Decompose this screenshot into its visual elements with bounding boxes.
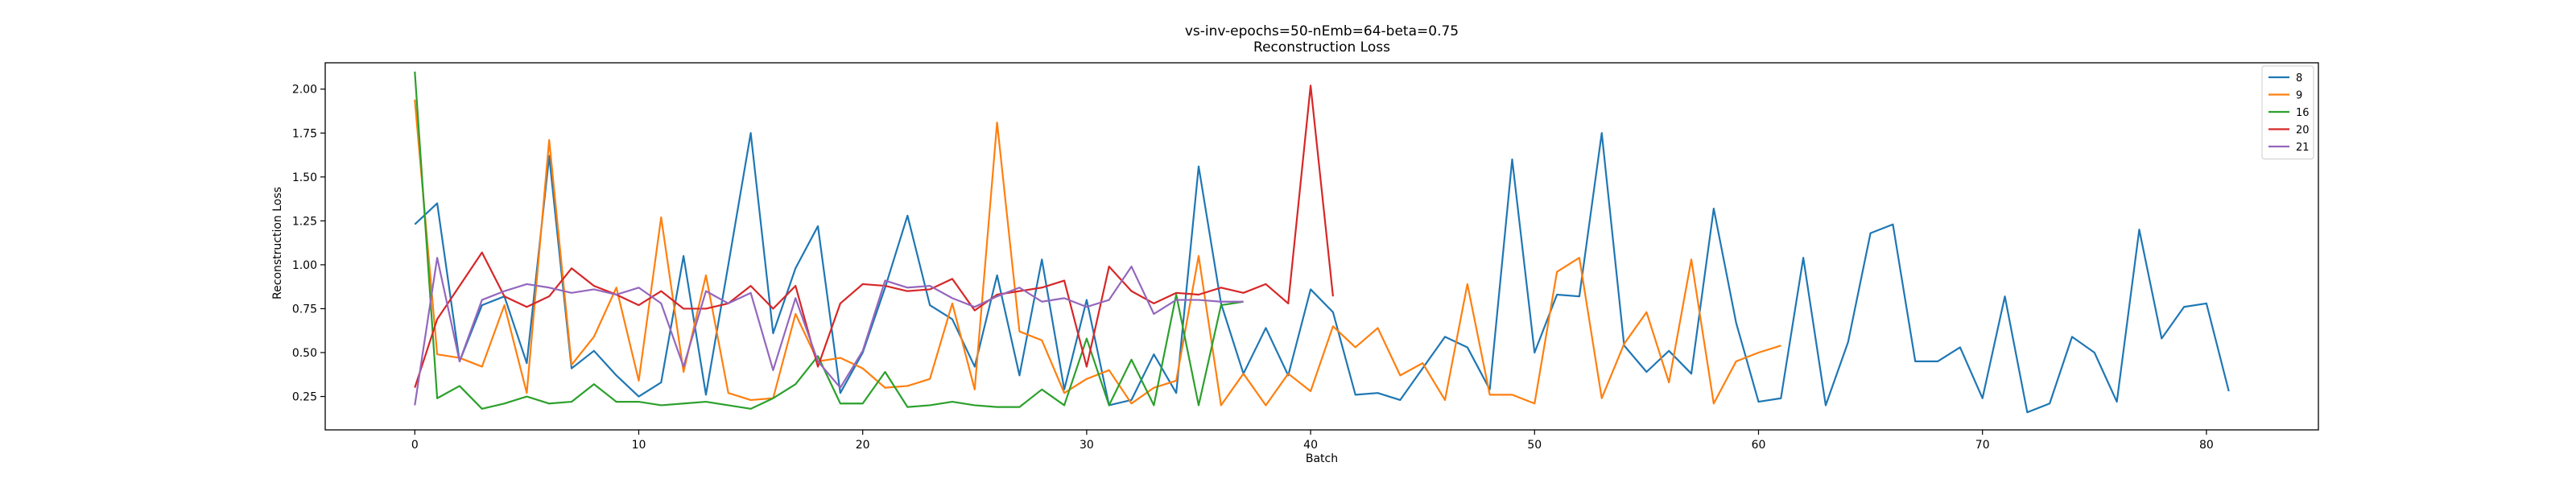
y-tick-label: 1.25 [292,215,317,228]
x-tick-label: 60 [1752,439,1766,452]
series-line-9 [414,99,1781,407]
y-tick-label: 1.00 [292,259,317,272]
x-tick-label: 80 [2199,439,2214,452]
legend-label: 21 [2296,142,2310,154]
x-tick-label: 0 [411,439,419,452]
y-tick-label: 2.00 [292,84,317,97]
y-axis-label: Reconstruction Loss [271,187,284,299]
y-tick-label: 1.50 [292,171,317,184]
legend: 8 9 16 20 21 [2261,65,2314,159]
legend-label: 8 [2296,72,2302,85]
series-line-21 [414,257,1244,406]
x-tick-label: 50 [1527,439,1542,452]
y-tick-label: 0.75 [292,303,317,316]
x-tick-label: 20 [856,439,870,452]
y-tick-label: 0.50 [292,347,317,360]
x-tick-label: 30 [1080,439,1094,452]
x-tick-label: 10 [632,439,646,452]
x-axis-label: Batch [1306,452,1338,465]
plot-frame [324,62,2319,431]
series-line-16 [414,71,1244,410]
legend-label: 16 [2296,107,2310,119]
series-line-20 [414,85,1335,388]
y-tick-label: 1.75 [292,127,317,140]
chart-title: vs-inv-epochs=50-nEmb=64-beta=0.75 [1185,23,1459,39]
plot-area: 0 10 20 30 40 50 60 70 80 0.25 0.50 0.75 1.00 1.25 1.5… [292,62,2319,452]
legend-label: 9 [2296,90,2302,102]
series-line-8 [414,132,2230,414]
chart-subtitle: Reconstruction Loss [1253,39,1390,56]
x-tick-label: 40 [1303,439,1318,452]
x-tick-label: 70 [1975,439,1990,452]
legend-label: 20 [2296,125,2310,137]
y-tick-label: 0.25 [292,391,317,404]
